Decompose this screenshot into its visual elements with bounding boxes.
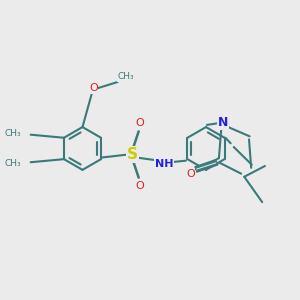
Text: O: O [136, 118, 145, 128]
Text: O: O [89, 83, 98, 93]
Text: O: O [186, 169, 195, 179]
Text: O: O [136, 181, 145, 191]
Text: CH₃: CH₃ [5, 159, 21, 168]
Text: N: N [218, 116, 228, 129]
Text: S: S [127, 147, 138, 162]
Text: CH₃: CH₃ [117, 72, 134, 81]
Text: NH: NH [155, 159, 173, 169]
Text: CH₃: CH₃ [5, 129, 21, 138]
